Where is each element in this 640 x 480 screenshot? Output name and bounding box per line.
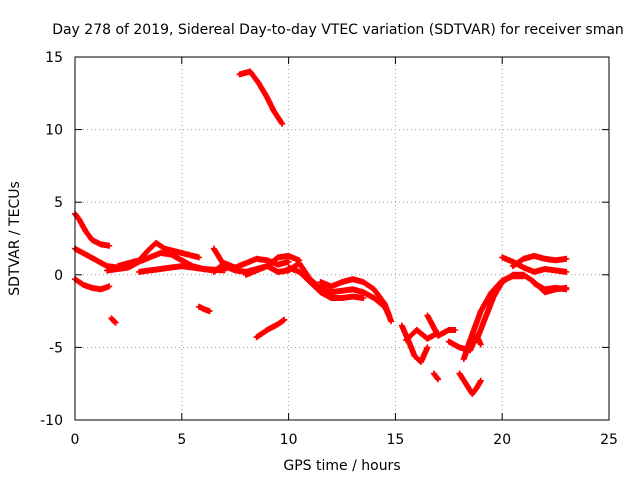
grid-lines	[75, 57, 609, 420]
x-tick-label: 10	[280, 432, 298, 448]
x-axis-label: GPS time / hours	[283, 458, 400, 474]
y-axis-label: SDTVAR / TECUs	[7, 181, 23, 296]
data-series-arc-24	[473, 271, 570, 344]
y-tick-label: 5	[54, 195, 63, 211]
data-series-arc-27	[531, 280, 570, 293]
data-points	[72, 68, 570, 397]
data-series-arc-12	[236, 68, 286, 127]
x-tick-label: 20	[493, 432, 511, 448]
y-tick-label: -5	[49, 340, 63, 356]
data-series-arc-16	[317, 276, 395, 325]
y-tick-label: 0	[54, 268, 63, 284]
data-series-arc-4	[108, 315, 119, 326]
data-series-arc-20	[430, 370, 442, 383]
data-series-arc-15	[296, 260, 392, 319]
data-series-arc-17	[398, 322, 431, 365]
data-series-arc-13	[253, 316, 288, 341]
data-series-arc-22	[456, 370, 484, 397]
data-series-arc-1	[72, 210, 113, 249]
x-axis-ticks: 0 5 10 15 20 25	[71, 57, 618, 448]
data-series-arc-6	[114, 239, 202, 270]
y-tick-label: 15	[45, 50, 63, 66]
x-tick-label: 25	[600, 432, 618, 448]
data-series-arc-19	[424, 312, 459, 339]
y-tick-label: -10	[40, 413, 63, 429]
x-tick-label: 5	[177, 432, 186, 448]
y-axis-ticks: -10 -5 0 5 10 15	[40, 50, 609, 429]
data-series-arc-3	[72, 276, 113, 293]
data-series-arc-8	[195, 303, 213, 315]
plot-frame	[74, 56, 610, 421]
data-series-arc-11	[242, 252, 303, 278]
x-tick-label: 0	[71, 432, 80, 448]
data-series-arc-26	[509, 252, 570, 270]
chart-title: Day 278 of 2019, Sidereal Day-to-day VTE…	[52, 22, 624, 38]
data-series-arc-14	[285, 264, 367, 301]
y-tick-label: 10	[45, 123, 63, 139]
x-tick-label: 15	[386, 432, 404, 448]
